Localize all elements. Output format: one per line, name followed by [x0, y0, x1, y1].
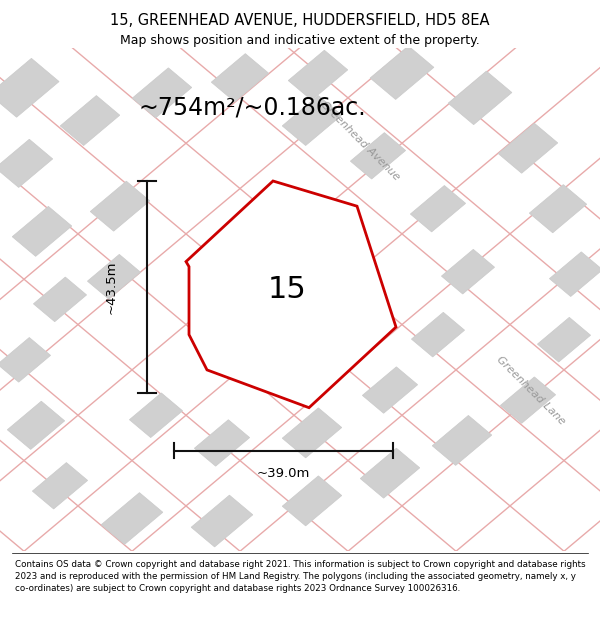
Polygon shape [133, 68, 191, 118]
Polygon shape [61, 96, 119, 146]
Polygon shape [34, 277, 86, 322]
Text: 15: 15 [268, 275, 307, 304]
Polygon shape [538, 318, 590, 362]
Polygon shape [362, 367, 418, 413]
Polygon shape [7, 401, 65, 449]
Polygon shape [448, 71, 512, 124]
Polygon shape [130, 393, 182, 438]
Polygon shape [0, 58, 59, 117]
Polygon shape [350, 132, 406, 179]
Polygon shape [101, 492, 163, 544]
Polygon shape [361, 448, 419, 498]
Polygon shape [410, 186, 466, 232]
Text: Greenhead Avenue: Greenhead Avenue [319, 99, 401, 182]
Polygon shape [13, 206, 71, 256]
Polygon shape [283, 408, 341, 458]
Polygon shape [412, 312, 464, 357]
Polygon shape [289, 50, 347, 100]
Polygon shape [211, 54, 269, 102]
Polygon shape [499, 123, 557, 173]
Polygon shape [91, 181, 149, 231]
Polygon shape [191, 495, 253, 547]
Polygon shape [0, 338, 50, 382]
Polygon shape [186, 181, 396, 408]
Text: Map shows position and indicative extent of the property.: Map shows position and indicative extent… [120, 34, 480, 48]
Text: ~43.5m: ~43.5m [104, 260, 118, 314]
Polygon shape [194, 420, 250, 466]
Polygon shape [433, 416, 491, 466]
Polygon shape [283, 476, 341, 526]
Polygon shape [370, 46, 434, 99]
Text: ~754m²/~0.186ac.: ~754m²/~0.186ac. [138, 96, 366, 120]
Text: Contains OS data © Crown copyright and database right 2021. This information is : Contains OS data © Crown copyright and d… [15, 560, 586, 592]
Polygon shape [442, 249, 494, 294]
Text: 15, GREENHEAD AVENUE, HUDDERSFIELD, HD5 8EA: 15, GREENHEAD AVENUE, HUDDERSFIELD, HD5 … [110, 13, 490, 28]
Polygon shape [88, 254, 140, 299]
Text: ~39.0m: ~39.0m [257, 467, 310, 479]
Polygon shape [500, 377, 556, 423]
Polygon shape [283, 96, 341, 146]
Text: Greenhead Lane: Greenhead Lane [495, 354, 567, 426]
Polygon shape [32, 462, 88, 509]
Polygon shape [0, 139, 53, 188]
Polygon shape [550, 252, 600, 296]
Polygon shape [529, 184, 587, 232]
